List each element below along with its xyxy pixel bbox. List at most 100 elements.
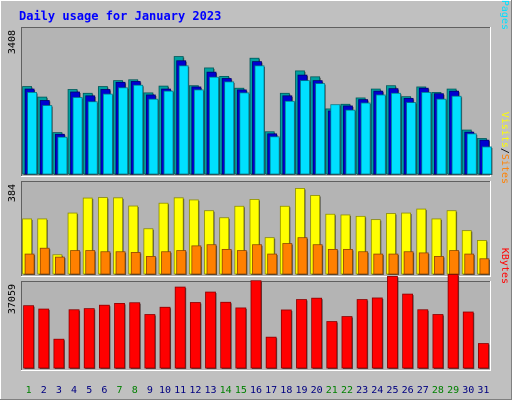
pages-bar (345, 109, 356, 175)
pages-bar (209, 76, 219, 175)
sites-bar (145, 256, 156, 275)
pages-bar (118, 87, 128, 175)
kbytes-bar (98, 304, 110, 369)
sites-bar (236, 250, 247, 275)
pages-bar (87, 101, 98, 175)
pages-bar (315, 83, 326, 175)
kbytes-bar (447, 274, 459, 369)
x-axis-labels: 1 2 3 4 5 6 7 8 9 10 11 12 13 14 15 16 17 18 19 20 21 22 23 24 2… (26, 385, 490, 396)
pages-bar (421, 92, 432, 175)
day-label: 26 (402, 385, 414, 396)
day-label: 13 (204, 385, 216, 396)
sites-bar (176, 250, 187, 275)
pages-bar (57, 136, 68, 175)
sites-bar (24, 253, 35, 275)
pages-bar (482, 146, 492, 175)
day-label: 2 (41, 385, 47, 396)
day-label: 29 (447, 385, 459, 396)
pages-bar (42, 105, 53, 175)
pages-bar (284, 100, 295, 175)
day-label: 19 (295, 385, 307, 396)
series-legend: Visits/Sites (499, 112, 510, 184)
kbytes-bar (144, 314, 156, 369)
day-label: 6 (101, 385, 107, 396)
day-label: 30 (462, 385, 474, 396)
kbytes-bar (326, 321, 338, 369)
sites-bar (70, 250, 80, 275)
day-label: 25 (386, 385, 398, 396)
pages-bar (102, 93, 113, 175)
y-max-label: 3408 (7, 30, 18, 54)
pages-bar (360, 102, 371, 175)
sites-bar (373, 253, 384, 275)
kbytes-bar (402, 293, 414, 369)
kbytes-bar (235, 307, 247, 369)
sites-bar (221, 248, 232, 275)
pages-bar (406, 102, 417, 175)
sites-bar (434, 256, 444, 275)
sites-bar (100, 251, 111, 275)
day-label: 21 (326, 385, 338, 396)
pages-bar (224, 81, 235, 175)
day-label: 3 (56, 385, 62, 396)
day-label: 24 (371, 385, 383, 396)
kbytes-bar (23, 305, 34, 369)
panels: 3408 Hits/Files/Pages 384 Visits/Sites 37059… (7, 0, 510, 371)
pages-bar (193, 89, 204, 175)
day-label: 22 (341, 385, 353, 396)
kbytes-bar (129, 302, 141, 369)
sites-bar (130, 252, 141, 275)
pages-bar (27, 92, 37, 175)
day-label: 27 (417, 385, 429, 396)
kbytes-bar (174, 286, 186, 369)
hits-files-pages-panel: 3408 Hits/Files/Pages (7, 0, 510, 177)
day-label: 7 (117, 385, 123, 396)
series-legend: Hits/Files/Pages (499, 0, 510, 30)
kbytes-bar (356, 299, 368, 369)
kbytes-bar (311, 297, 323, 369)
kbytes-bar (114, 303, 125, 369)
kbytes-bar (250, 280, 262, 369)
pages-bar (375, 94, 386, 175)
legend-entry: Pages (499, 0, 510, 30)
sites-bar (464, 253, 475, 275)
sites-bar (282, 243, 293, 275)
pages-bar (72, 97, 83, 175)
chart-title: Daily usage for January 2023 (19, 9, 221, 23)
sites-bar (403, 251, 414, 275)
kbytes-bar (220, 301, 232, 369)
day-label: 9 (147, 385, 153, 396)
sites-bar (327, 248, 338, 275)
pages-bar (300, 80, 310, 175)
pages-bar (178, 65, 189, 175)
day-label: 28 (432, 385, 444, 396)
y-max-label: 37059 (7, 284, 18, 314)
sites-bar (358, 251, 369, 275)
sites-bar (191, 245, 202, 275)
sites-bar (85, 250, 96, 275)
kbytes-bar (341, 316, 353, 369)
legend-entry: KBytes (499, 248, 510, 284)
sites-bar (297, 237, 308, 275)
day-label: 16 (250, 385, 262, 396)
day-label: 14 (220, 385, 232, 396)
kbytes-bar (280, 309, 292, 369)
pages-bar (436, 98, 447, 175)
legend-entry: Visits (499, 112, 510, 148)
sites-bar (312, 244, 323, 275)
pages-bar (148, 98, 159, 175)
sites-bar (449, 250, 459, 275)
pages-bar (133, 84, 144, 175)
kbytes-bar (38, 308, 50, 369)
kbytes-bar (159, 306, 171, 369)
pages-bar (254, 65, 265, 175)
day-label: 1 (26, 385, 32, 396)
day-label: 20 (311, 385, 323, 396)
day-label: 8 (132, 385, 138, 396)
kbytes-bar (478, 343, 489, 369)
day-label: 23 (356, 385, 368, 396)
kbytes-panel: 37059 KBytes (7, 248, 510, 371)
day-label: 11 (174, 385, 186, 396)
sites-bar (267, 253, 278, 275)
